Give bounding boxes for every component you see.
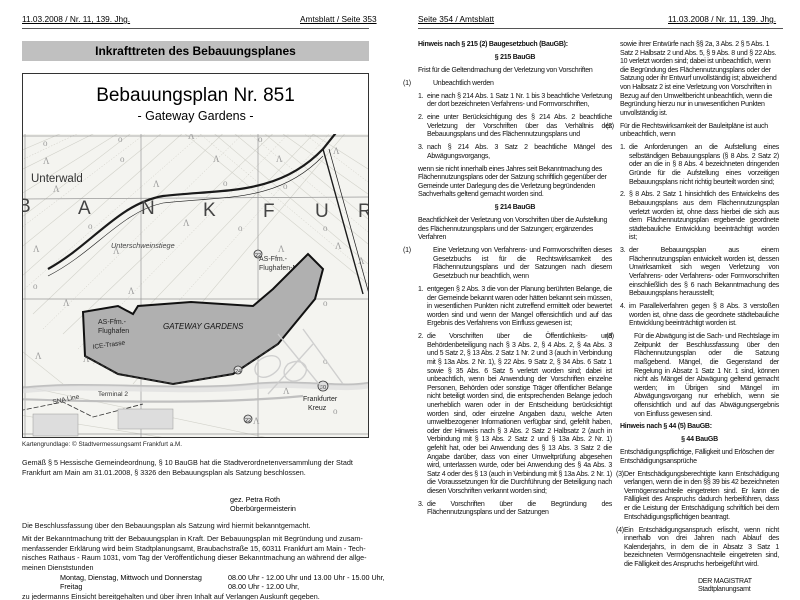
svg-text:ο: ο (43, 138, 48, 148)
svg-text:ο: ο (323, 298, 328, 308)
svg-text:N: N (141, 198, 155, 219)
svg-text:24: 24 (235, 369, 241, 375)
svg-text:ο: ο (283, 181, 288, 191)
svg-text:Λ: Λ (253, 416, 260, 426)
svg-text:AS-Ffm.-: AS-Ffm.- (259, 256, 288, 263)
svg-text:Λ: Λ (33, 244, 40, 254)
svg-text:Λ: Λ (188, 134, 195, 141)
svg-text:Terminal 2: Terminal 2 (98, 391, 128, 398)
svg-text:Λ: Λ (43, 156, 50, 166)
svg-text:ο: ο (88, 221, 93, 231)
svg-text:22: 22 (255, 253, 261, 259)
svg-text:Λ: Λ (153, 179, 160, 189)
svg-text:A: A (78, 198, 91, 219)
svg-text:Λ: Λ (35, 351, 42, 361)
svg-text:AS-Ffm.-: AS-Ffm.- (98, 319, 127, 326)
svg-text:F: F (263, 201, 275, 222)
svg-text:ο: ο (333, 406, 338, 416)
svg-text:ο: ο (323, 223, 328, 233)
svg-text:K: K (203, 200, 216, 221)
svg-text:Λ: Λ (53, 184, 60, 194)
svg-text:Frankfurter: Frankfurter (303, 396, 338, 403)
svg-text:Λ: Λ (63, 298, 70, 308)
svg-text:Λ: Λ (183, 218, 190, 228)
svg-text:ο: ο (33, 281, 38, 291)
svg-text:ο: ο (118, 134, 123, 144)
svg-text:ο: ο (120, 154, 125, 164)
svg-text:Λ: Λ (335, 241, 342, 251)
svg-text:Λ: Λ (128, 286, 135, 296)
svg-text:Λ: Λ (278, 244, 285, 254)
svg-text:Flughafen: Flughafen (98, 328, 129, 335)
svg-text:GATEWAY GARDENS: GATEWAY GARDENS (163, 322, 244, 331)
svg-text:Λ: Λ (358, 256, 365, 266)
svg-text:ο: ο (223, 178, 228, 188)
svg-text:Kreuz: Kreuz (308, 405, 327, 412)
svg-text:Λ: Λ (276, 154, 283, 164)
svg-text:Λ: Λ (333, 146, 340, 156)
svg-text:Unterschweinstiege: Unterschweinstiege (111, 241, 175, 250)
svg-text:22: 22 (245, 418, 251, 424)
svg-text:ο: ο (238, 223, 243, 233)
svg-text:B: B (23, 196, 31, 217)
svg-text:Λ: Λ (213, 154, 220, 164)
svg-text:ο: ο (258, 134, 263, 144)
svg-text:R: R (358, 201, 368, 222)
svg-text:U: U (315, 201, 329, 222)
